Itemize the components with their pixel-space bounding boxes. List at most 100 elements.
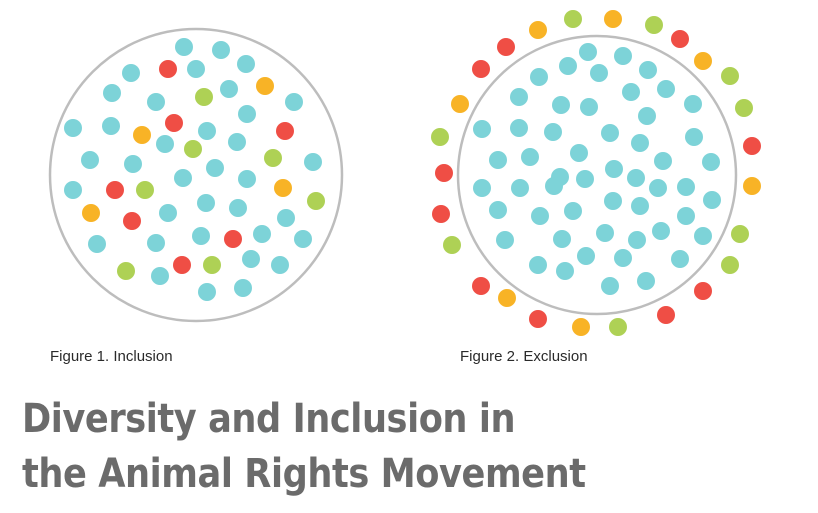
dot-teal	[238, 170, 256, 188]
dot-teal	[677, 178, 695, 196]
dot-teal	[253, 225, 271, 243]
title-line-2: the Animal Rights Movement	[22, 451, 586, 497]
outer-dot-orange	[572, 318, 590, 336]
dot-teal	[703, 191, 721, 209]
dot-teal	[604, 192, 622, 210]
dot-teal	[590, 64, 608, 82]
dot-green	[195, 88, 213, 106]
dot-teal	[124, 155, 142, 173]
dot-teal	[192, 227, 210, 245]
dot-green	[117, 262, 135, 280]
title-line-1: Diversity and Inclusion in	[22, 396, 516, 442]
dot-teal	[570, 144, 588, 162]
dot-teal	[285, 93, 303, 111]
outer-dot-green	[443, 236, 461, 254]
dot-teal	[530, 68, 548, 86]
dot-teal	[544, 123, 562, 141]
dot-orange	[256, 77, 274, 95]
dot-teal	[220, 80, 238, 98]
dot-teal	[147, 93, 165, 111]
figure-1-boundary-circle	[48, 27, 344, 323]
outer-dot-orange	[498, 289, 516, 307]
dot-teal	[64, 181, 82, 199]
outer-dot-green	[721, 256, 739, 274]
outer-dot-orange	[529, 21, 547, 39]
dot-teal	[694, 227, 712, 245]
dot-teal	[64, 119, 82, 137]
dot-orange	[82, 204, 100, 222]
dot-teal	[88, 235, 106, 253]
dot-teal	[552, 96, 570, 114]
page-title: Diversity and Inclusion in the Animal Ri…	[22, 392, 586, 502]
dot-teal	[294, 230, 312, 248]
outer-dot-orange	[451, 95, 469, 113]
dot-teal	[304, 153, 322, 171]
dot-red	[159, 60, 177, 78]
dot-teal	[596, 224, 614, 242]
dot-teal	[175, 38, 193, 56]
dot-teal	[631, 197, 649, 215]
dot-teal	[198, 122, 216, 140]
dot-green	[264, 149, 282, 167]
dot-teal	[156, 135, 174, 153]
dot-teal	[271, 256, 289, 274]
outer-dot-red	[435, 164, 453, 182]
outer-dot-green	[731, 225, 749, 243]
dot-teal	[556, 262, 574, 280]
dot-teal	[637, 272, 655, 290]
figure-2-inner-dots	[473, 43, 721, 295]
figures-canvas	[48, 10, 761, 336]
dot-teal	[652, 222, 670, 240]
figure-1-dots	[64, 38, 325, 301]
dot-teal	[473, 120, 491, 138]
figure-2-outer-dots	[431, 10, 761, 336]
dot-teal	[627, 169, 645, 187]
dot-teal	[577, 247, 595, 265]
dot-teal	[638, 107, 656, 125]
dot-teal	[242, 250, 260, 268]
dot-teal	[601, 277, 619, 295]
dot-teal	[671, 250, 689, 268]
figure-1-inclusion-diagram	[48, 27, 344, 323]
dot-teal	[473, 179, 491, 197]
dot-teal	[103, 84, 121, 102]
dot-teal	[102, 117, 120, 135]
dot-red	[173, 256, 191, 274]
outer-dot-red	[657, 306, 675, 324]
outer-dot-green	[609, 318, 627, 336]
dot-teal	[531, 207, 549, 225]
dot-green	[203, 256, 221, 274]
dot-orange	[274, 179, 292, 197]
dot-teal	[684, 95, 702, 113]
outer-dot-red	[671, 30, 689, 48]
outer-dot-red	[497, 38, 515, 56]
figure-2-caption: Figure 2. Exclusion	[460, 348, 588, 365]
outer-dot-red	[694, 282, 712, 300]
figure-2-exclusion-diagram	[431, 10, 761, 336]
dot-teal	[510, 119, 528, 137]
dot-teal	[545, 177, 563, 195]
dot-teal	[553, 230, 571, 248]
outer-dot-red	[472, 277, 490, 295]
dot-green	[307, 192, 325, 210]
outer-dot-orange	[743, 177, 761, 195]
dot-teal	[174, 169, 192, 187]
figure-2-boundary-circle	[456, 34, 738, 316]
dot-teal	[198, 283, 216, 301]
outer-dot-green	[431, 128, 449, 146]
dot-green	[184, 140, 202, 158]
dot-teal	[510, 88, 528, 106]
outer-dot-red	[432, 205, 450, 223]
dot-teal	[206, 159, 224, 177]
dot-teal	[564, 202, 582, 220]
dot-teal	[614, 249, 632, 267]
dot-teal	[579, 43, 597, 61]
dot-teal	[639, 61, 657, 79]
dot-teal	[197, 194, 215, 212]
dot-teal	[237, 55, 255, 73]
dot-teal	[601, 124, 619, 142]
dot-teal	[147, 234, 165, 252]
dot-teal	[685, 128, 703, 146]
dot-teal	[649, 179, 667, 197]
outer-dot-green	[735, 99, 753, 117]
